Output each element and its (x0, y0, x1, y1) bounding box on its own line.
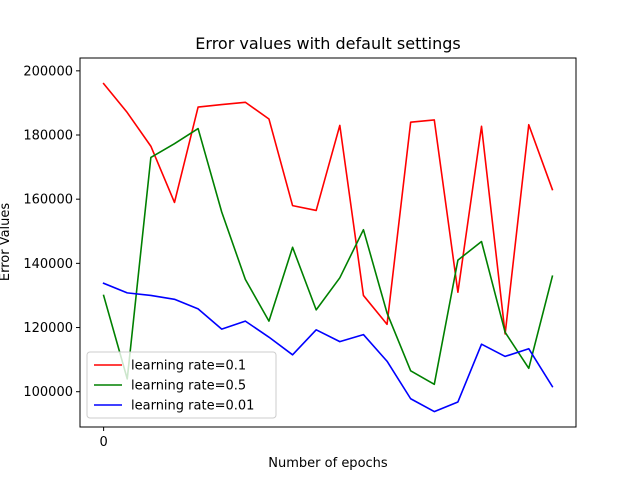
y-tick-label: 180000 (23, 129, 73, 144)
legend: learning rate=0.1 learning rate=0.5 learni… (86, 351, 277, 419)
y-tick-label: 200000 (23, 64, 73, 79)
series-line-3 (102, 282, 554, 413)
y-tick-label: 160000 (23, 193, 73, 208)
x-axis-label: Number of epochs (268, 456, 388, 471)
y-tick-label: 140000 (23, 257, 73, 272)
chart-title: Error values with default settings (195, 34, 460, 53)
x-axis: 0 (99, 427, 108, 450)
plot-frame (79, 57, 577, 428)
x-tick-label: 0 (99, 435, 107, 450)
series-line-2 (102, 127, 554, 386)
y-axis: 100000 120000 140000 160000 180000 200000 (23, 64, 80, 400)
series-line-1 (102, 82, 554, 335)
legend-label-2: learning rate=0.5 (131, 379, 246, 394)
y-tick-label: 100000 (23, 385, 73, 400)
legend-label-3: learning rate=0.01 (131, 399, 254, 414)
y-axis-label: Error Values (0, 203, 13, 282)
legend-box (86, 351, 277, 419)
plot-area (79, 57, 577, 428)
legend-label-1: learning rate=0.1 (131, 359, 246, 374)
y-tick-label: 120000 (23, 321, 73, 336)
